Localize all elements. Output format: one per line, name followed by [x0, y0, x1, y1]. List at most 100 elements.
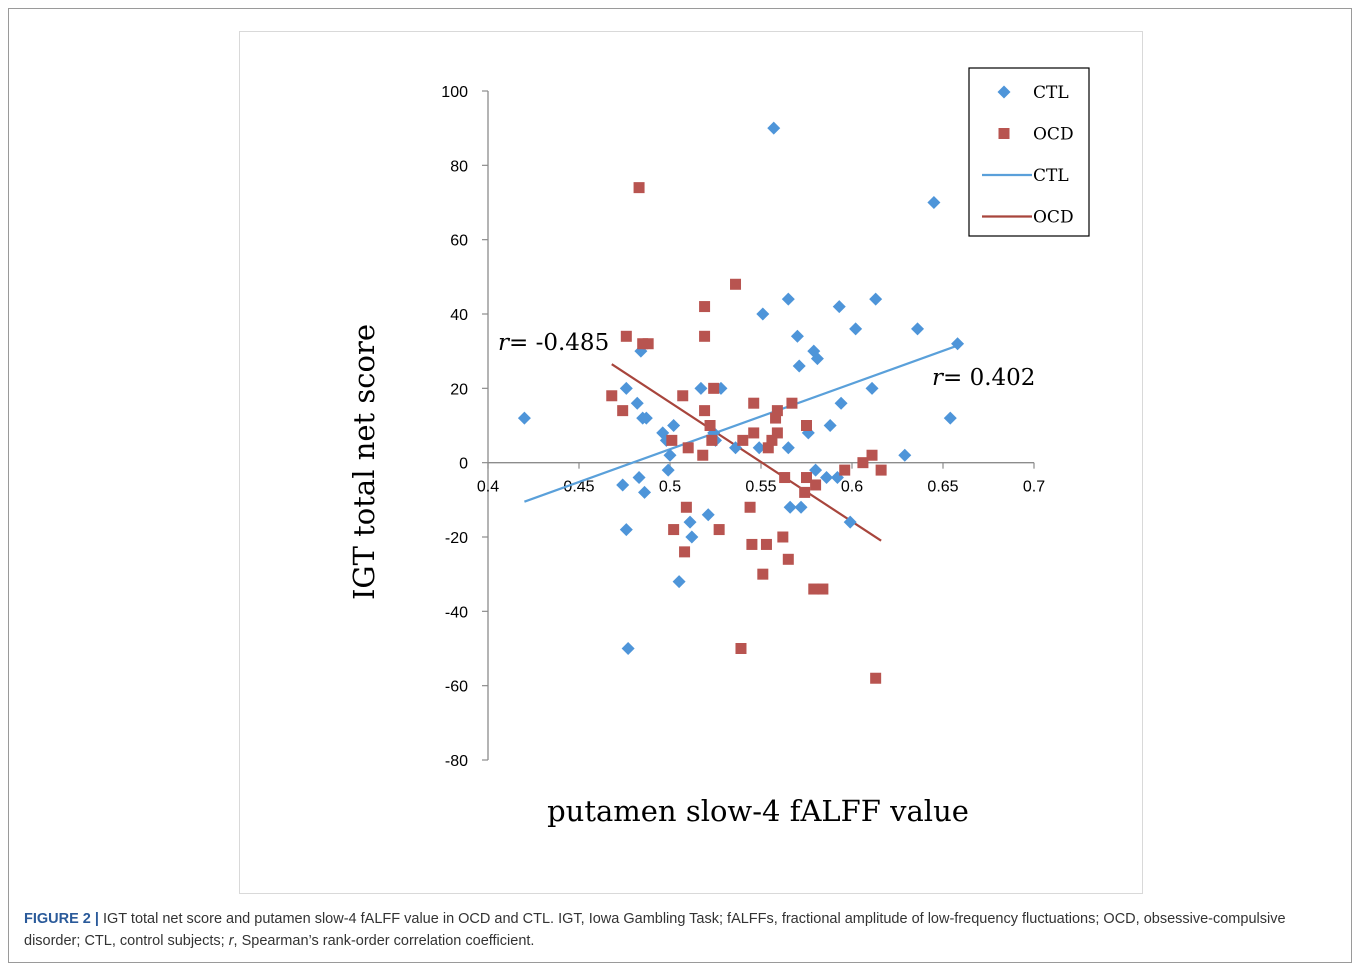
ctl-data-point: [630, 396, 644, 410]
ctl-data-point: [834, 396, 848, 410]
ctl-data-point: [781, 441, 795, 455]
ctl-data-point: [849, 322, 863, 336]
x-tick-label: 0.65: [927, 479, 958, 496]
figure-label: FIGURE 2 |: [24, 911, 99, 927]
ocd-data-point: [748, 427, 760, 439]
trendline-ctl: [524, 344, 958, 503]
legend-label-ctl: CTL: [1033, 166, 1069, 186]
ctl-data-point: [809, 463, 823, 477]
figure-caption: FIGURE 2 | IGT total net score and putam…: [24, 908, 1334, 952]
ctl-data-point: [832, 300, 846, 314]
ctl-data-point: [865, 381, 879, 395]
axes: 100 80 60 40 20 0 -20 -40 -60 -80 0.4 0.45 0.5 0.55 0.…: [441, 84, 1045, 770]
y-tick-label: 40: [450, 307, 468, 324]
y-tick-label: 60: [450, 233, 468, 250]
ctl-data-point: [927, 196, 941, 209]
ocd-data-point: [708, 382, 720, 394]
ctl-data-point: [694, 381, 708, 395]
ctl-data-point: [701, 508, 715, 522]
ctl-data-point: [672, 575, 686, 589]
ocd-data-point: [666, 434, 678, 446]
ctl-data-point: [790, 329, 804, 343]
ctl-data-point: [683, 515, 697, 529]
y-tick-label: -20: [445, 530, 468, 547]
x-tick-label: 0.7: [1023, 479, 1045, 496]
legend-label-ctl: CTL: [1033, 83, 1069, 103]
data-points: [517, 121, 965, 684]
ocd-data-point: [668, 524, 680, 536]
ctl-data-point: [898, 448, 912, 462]
ocd-data-point: [808, 583, 820, 595]
y-tick-label: -80: [445, 753, 468, 770]
ocd-data-point: [617, 405, 629, 417]
ctl-r-symbol: r: [932, 365, 945, 391]
ctl-data-point: [616, 478, 630, 492]
ocd-data-point: [620, 330, 632, 342]
chart-area: 100 80 60 40 20 0 -20 -40 -60 -80 0.4 0.45 0.5 0.55 0.…: [239, 31, 1143, 894]
ctl-data-point: [843, 515, 857, 529]
ocd-data-point: [682, 442, 694, 454]
ocd-data-point: [704, 420, 716, 431]
ocd-data-point: [699, 405, 711, 417]
trendlines: [524, 344, 958, 542]
ocd-data-point: [699, 330, 711, 342]
ocd-data-point: [679, 546, 691, 558]
ocd-data-point: [744, 501, 756, 513]
ocd-data-point: [680, 501, 692, 513]
legend-label-ocd: OCD: [1033, 208, 1074, 228]
y-tick-label: -60: [445, 679, 468, 696]
ctl-r-value: = 0.402: [943, 365, 1035, 391]
ocd-data-point: [810, 479, 822, 491]
ctl-data-point: [794, 500, 808, 514]
ocd-data-point: [866, 449, 878, 461]
ocd-data-point: [762, 442, 774, 454]
ctl-data-point: [632, 471, 646, 485]
y-axis-title: IGT total net score: [347, 324, 381, 600]
ctl-data-point: [820, 471, 834, 485]
ocd-data-point: [699, 301, 711, 313]
ctl-data-point: [619, 523, 633, 537]
figure-frame: 100 80 60 40 20 0 -20 -40 -60 -80 0.4 0.45 0.5 0.55 0.…: [8, 8, 1352, 963]
ocd-data-point: [760, 538, 772, 550]
ctl-data-point: [756, 307, 770, 321]
ocd-data-point: [642, 338, 654, 350]
y-tick-label: 20: [450, 381, 468, 398]
ctl-data-point: [943, 411, 957, 425]
trendline-ocd: [611, 363, 882, 542]
ctl-data-point: [792, 359, 806, 373]
ocd-data-point: [697, 449, 709, 461]
ocd-data-point: [730, 278, 742, 290]
ocd-data-point: [786, 397, 798, 409]
legend: CTL OCD CTL OCD: [968, 67, 1090, 237]
ctl-data-point: [752, 441, 766, 455]
ctl-data-point: [729, 441, 743, 455]
ctl-data-point: [661, 463, 675, 477]
scatter-chart: 100 80 60 40 20 0 -20 -40 -60 -80 0.4 0.45 0.5 0.55 0.…: [347, 67, 1090, 828]
ctl-data-point: [911, 322, 925, 336]
y-tick-label: 100: [441, 84, 468, 101]
y-tick-label: 80: [450, 158, 468, 175]
y-tick-label: 0: [459, 456, 468, 473]
x-tick-label: 0.6: [841, 479, 863, 496]
ctl-data-point: [621, 642, 635, 655]
ctl-data-point: [767, 121, 781, 135]
ocd-data-point: [817, 583, 829, 595]
ocd-data-point: [737, 434, 749, 446]
ctl-data-point: [619, 381, 633, 395]
legend-marker-ocd: [998, 128, 1010, 139]
ocd-data-point: [606, 390, 618, 402]
ctl-data-point: [714, 381, 728, 395]
x-tick-label: 0.55: [745, 479, 776, 496]
legend-label-ocd: OCD: [1033, 125, 1074, 145]
ocd-data-point: [801, 472, 812, 484]
ctl-data-point: [783, 500, 797, 514]
ocd-r-annotation: r= -0.485: [498, 330, 609, 356]
legend-marker-ctl: [997, 85, 1011, 99]
ocd-data-point: [870, 672, 882, 684]
ocd-data-point: [706, 434, 718, 446]
ctl-data-point: [781, 292, 795, 306]
ctl-data-point: [823, 419, 837, 432]
legend-box: [968, 67, 1090, 237]
ocd-data-point: [748, 397, 760, 409]
ocd-data-point: [735, 643, 747, 654]
